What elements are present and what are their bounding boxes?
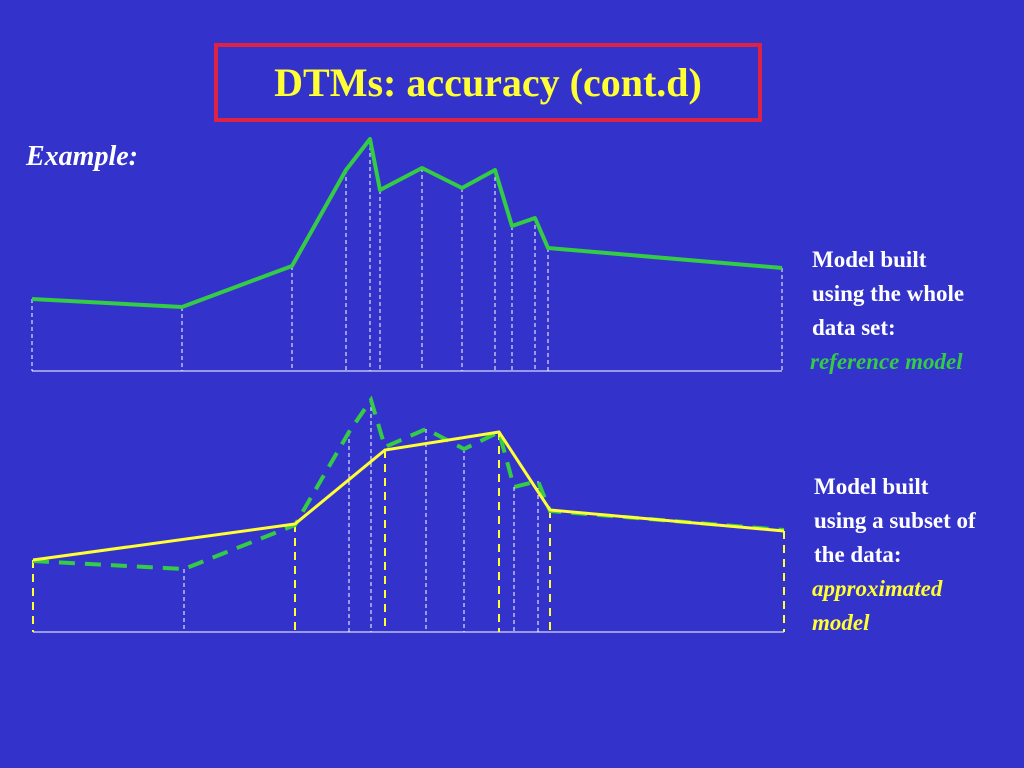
title-box [214, 43, 762, 122]
approximated-caption: Model built using a subset of the data: … [812, 474, 976, 635]
caption-line: the data: [814, 542, 902, 567]
sample-verticals [31, 139, 783, 371]
caption-emphasis: model [812, 610, 870, 635]
sample-verticals [183, 400, 539, 632]
reference-caption: Model built using the whole data set: re… [810, 247, 964, 374]
example-label: Example: [25, 141, 138, 172]
caption-emphasis: approximated [812, 576, 943, 601]
caption-line: data set: [812, 315, 896, 340]
caption-emphasis: reference model [810, 349, 963, 374]
title: DTMs: accuracy (cont.d) [274, 60, 702, 105]
reference-profile [31, 137, 783, 372]
caption-line: using the whole [812, 281, 964, 306]
approximated-line [32, 430, 785, 562]
caption-line: Model built [814, 474, 929, 499]
approximated-profile [32, 395, 785, 633]
caption-line: Model built [812, 247, 927, 272]
kept-verticals [32, 432, 785, 632]
caption-line: using a subset of [814, 508, 976, 533]
reference-line [31, 137, 783, 309]
